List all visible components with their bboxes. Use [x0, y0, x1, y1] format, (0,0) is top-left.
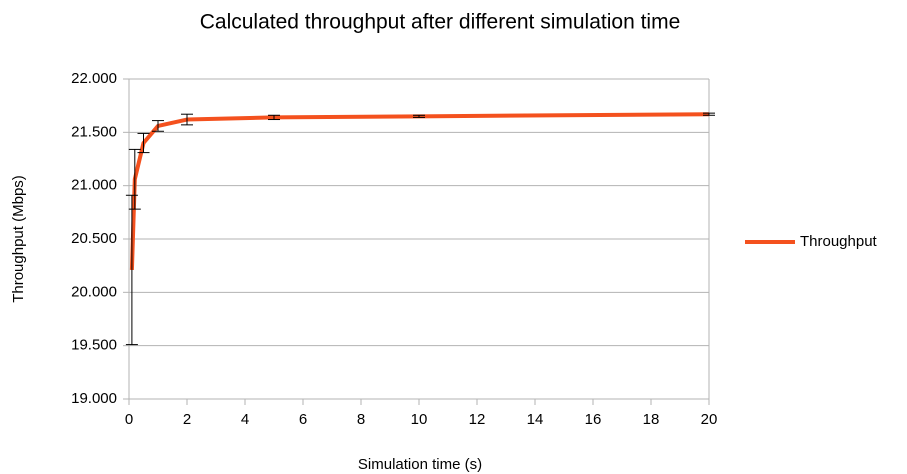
- y-tick-label: 20.000: [71, 283, 117, 300]
- y-tick-label: 20.500: [71, 230, 117, 247]
- line: [129, 112, 710, 270]
- legend-label: Throughput: [800, 233, 878, 250]
- x-tick-label: 10: [411, 411, 428, 428]
- error-bar: [268, 114, 280, 121]
- y-tick-label: 21.500: [71, 123, 117, 140]
- y-tick-label: 19.500: [71, 337, 117, 354]
- x-axis-label: Simulation time (s): [358, 456, 482, 473]
- y-tick-label: 22.000: [71, 70, 117, 87]
- x-tick-label: 20: [701, 411, 718, 428]
- x-tick-label: 14: [527, 411, 544, 428]
- x-tick-label: 0: [125, 411, 133, 428]
- x-tick-label: 12: [469, 411, 486, 428]
- error-bar: [152, 120, 164, 132]
- y-axis-label: Throughput (Mbps): [10, 175, 27, 303]
- error-bar: [181, 113, 193, 126]
- y-tick-label: 19.000: [71, 390, 117, 407]
- x-tick-label: 18: [643, 411, 660, 428]
- chart-title: Calculated throughput after different si…: [200, 11, 681, 34]
- error-bar: [703, 112, 715, 116]
- error-bar: [137, 132, 150, 154]
- y-tick-label: 21.000: [71, 177, 117, 194]
- x-tick-label: 2: [183, 411, 191, 428]
- x-tick-label: 4: [241, 411, 249, 428]
- x-tick-label: 8: [357, 411, 365, 428]
- error-bar: [125, 194, 138, 346]
- error-bar: [413, 114, 425, 118]
- error-bar: [128, 148, 141, 210]
- x-tick-label: 6: [299, 411, 307, 428]
- x-tick-label: 16: [585, 411, 602, 428]
